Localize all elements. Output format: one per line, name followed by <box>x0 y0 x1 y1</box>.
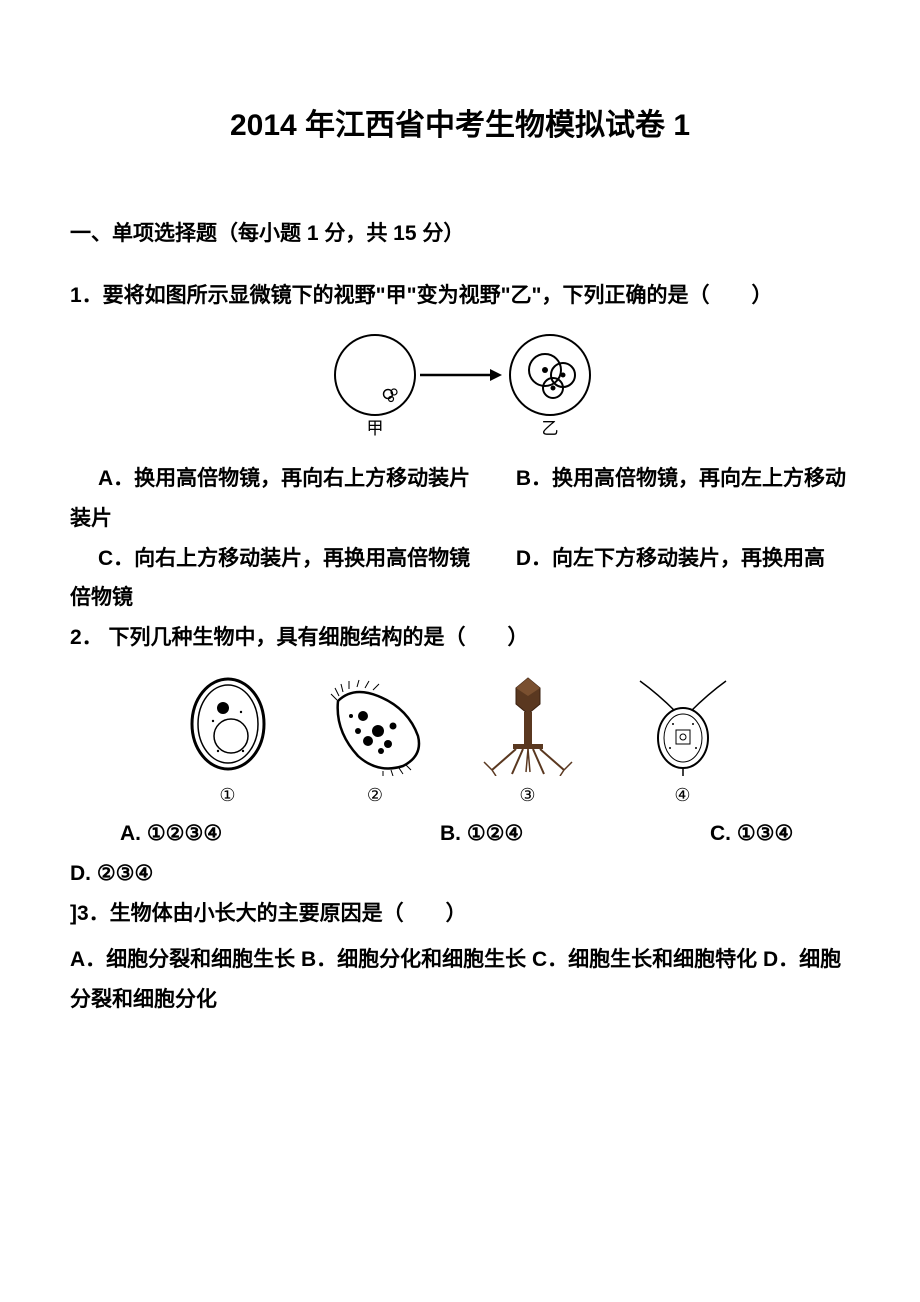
exam-title: 2014 年江西省中考生物模拟试卷 1 <box>70 100 850 144</box>
organism-2-icon <box>323 676 428 776</box>
question-3-text: ]3．生物体由小长大的主要原因是（ ） <box>70 894 850 934</box>
question-2-text: 2． 下列几种生物中，具有细胞结构的是（ ） <box>70 618 850 658</box>
q3-options: A．细胞分裂和细胞生长 B．细胞分化和细胞生长 C．细胞生长和细胞特化 D．细胞… <box>70 940 850 1020</box>
q2-option-a: A. ①②③④ <box>70 814 440 854</box>
q2-option-d: D. ②③④ <box>70 854 850 894</box>
organism-1-icon <box>183 676 273 776</box>
svg-text:乙: 乙 <box>542 419 559 438</box>
svg-text:甲: 甲 <box>367 419 384 438</box>
q1-option-b-cont: 装片 <box>70 499 850 539</box>
q2-option-c: C. ①③④ <box>710 814 850 854</box>
organism-3-label: ③ <box>478 785 578 806</box>
section-header: 一、单项选择题（每小题 1 分，共 15 分） <box>70 214 850 254</box>
organism-1-label: ① <box>183 785 273 806</box>
organism-2-label: ② <box>323 785 428 806</box>
question-2-figures: ① ② <box>70 676 850 806</box>
q1-options-line1: A．换用高倍物镜，再向右上方移动装片 B．换用高倍物镜，再向左上方移动 <box>70 459 850 499</box>
q1-option-d-cont: 倍物镜 <box>70 578 850 618</box>
organism-3-icon <box>478 676 578 776</box>
q2-options-row: A. ①②③④ B. ①②④ C. ①③④ <box>70 814 850 854</box>
q1-option-d: D．向左下方移动装片，再换用高 <box>516 547 825 570</box>
q1-option-b: B．换用高倍物镜，再向左上方移动 <box>516 467 846 490</box>
microscope-diagram-icon: 甲 乙 <box>320 330 600 440</box>
q1-option-a: A．换用高倍物镜，再向右上方移动装片 <box>98 467 470 490</box>
q2-option-b: B. ①②④ <box>440 814 710 854</box>
organism-4-label: ④ <box>628 785 738 806</box>
q1-options-line2: C．向右上方移动装片，再换用高倍物镜 D．向左下方移动装片，再换用高 <box>70 539 850 579</box>
q1-option-c: C．向右上方移动装片，再换用高倍物镜 <box>98 547 470 570</box>
organism-4-icon <box>628 676 738 776</box>
question-1-figure: 甲 乙 <box>70 330 850 445</box>
question-1-text: 1．要将如图所示显微镜下的视野"甲"变为视野"乙"，下列正确的是（ ） <box>70 276 850 316</box>
